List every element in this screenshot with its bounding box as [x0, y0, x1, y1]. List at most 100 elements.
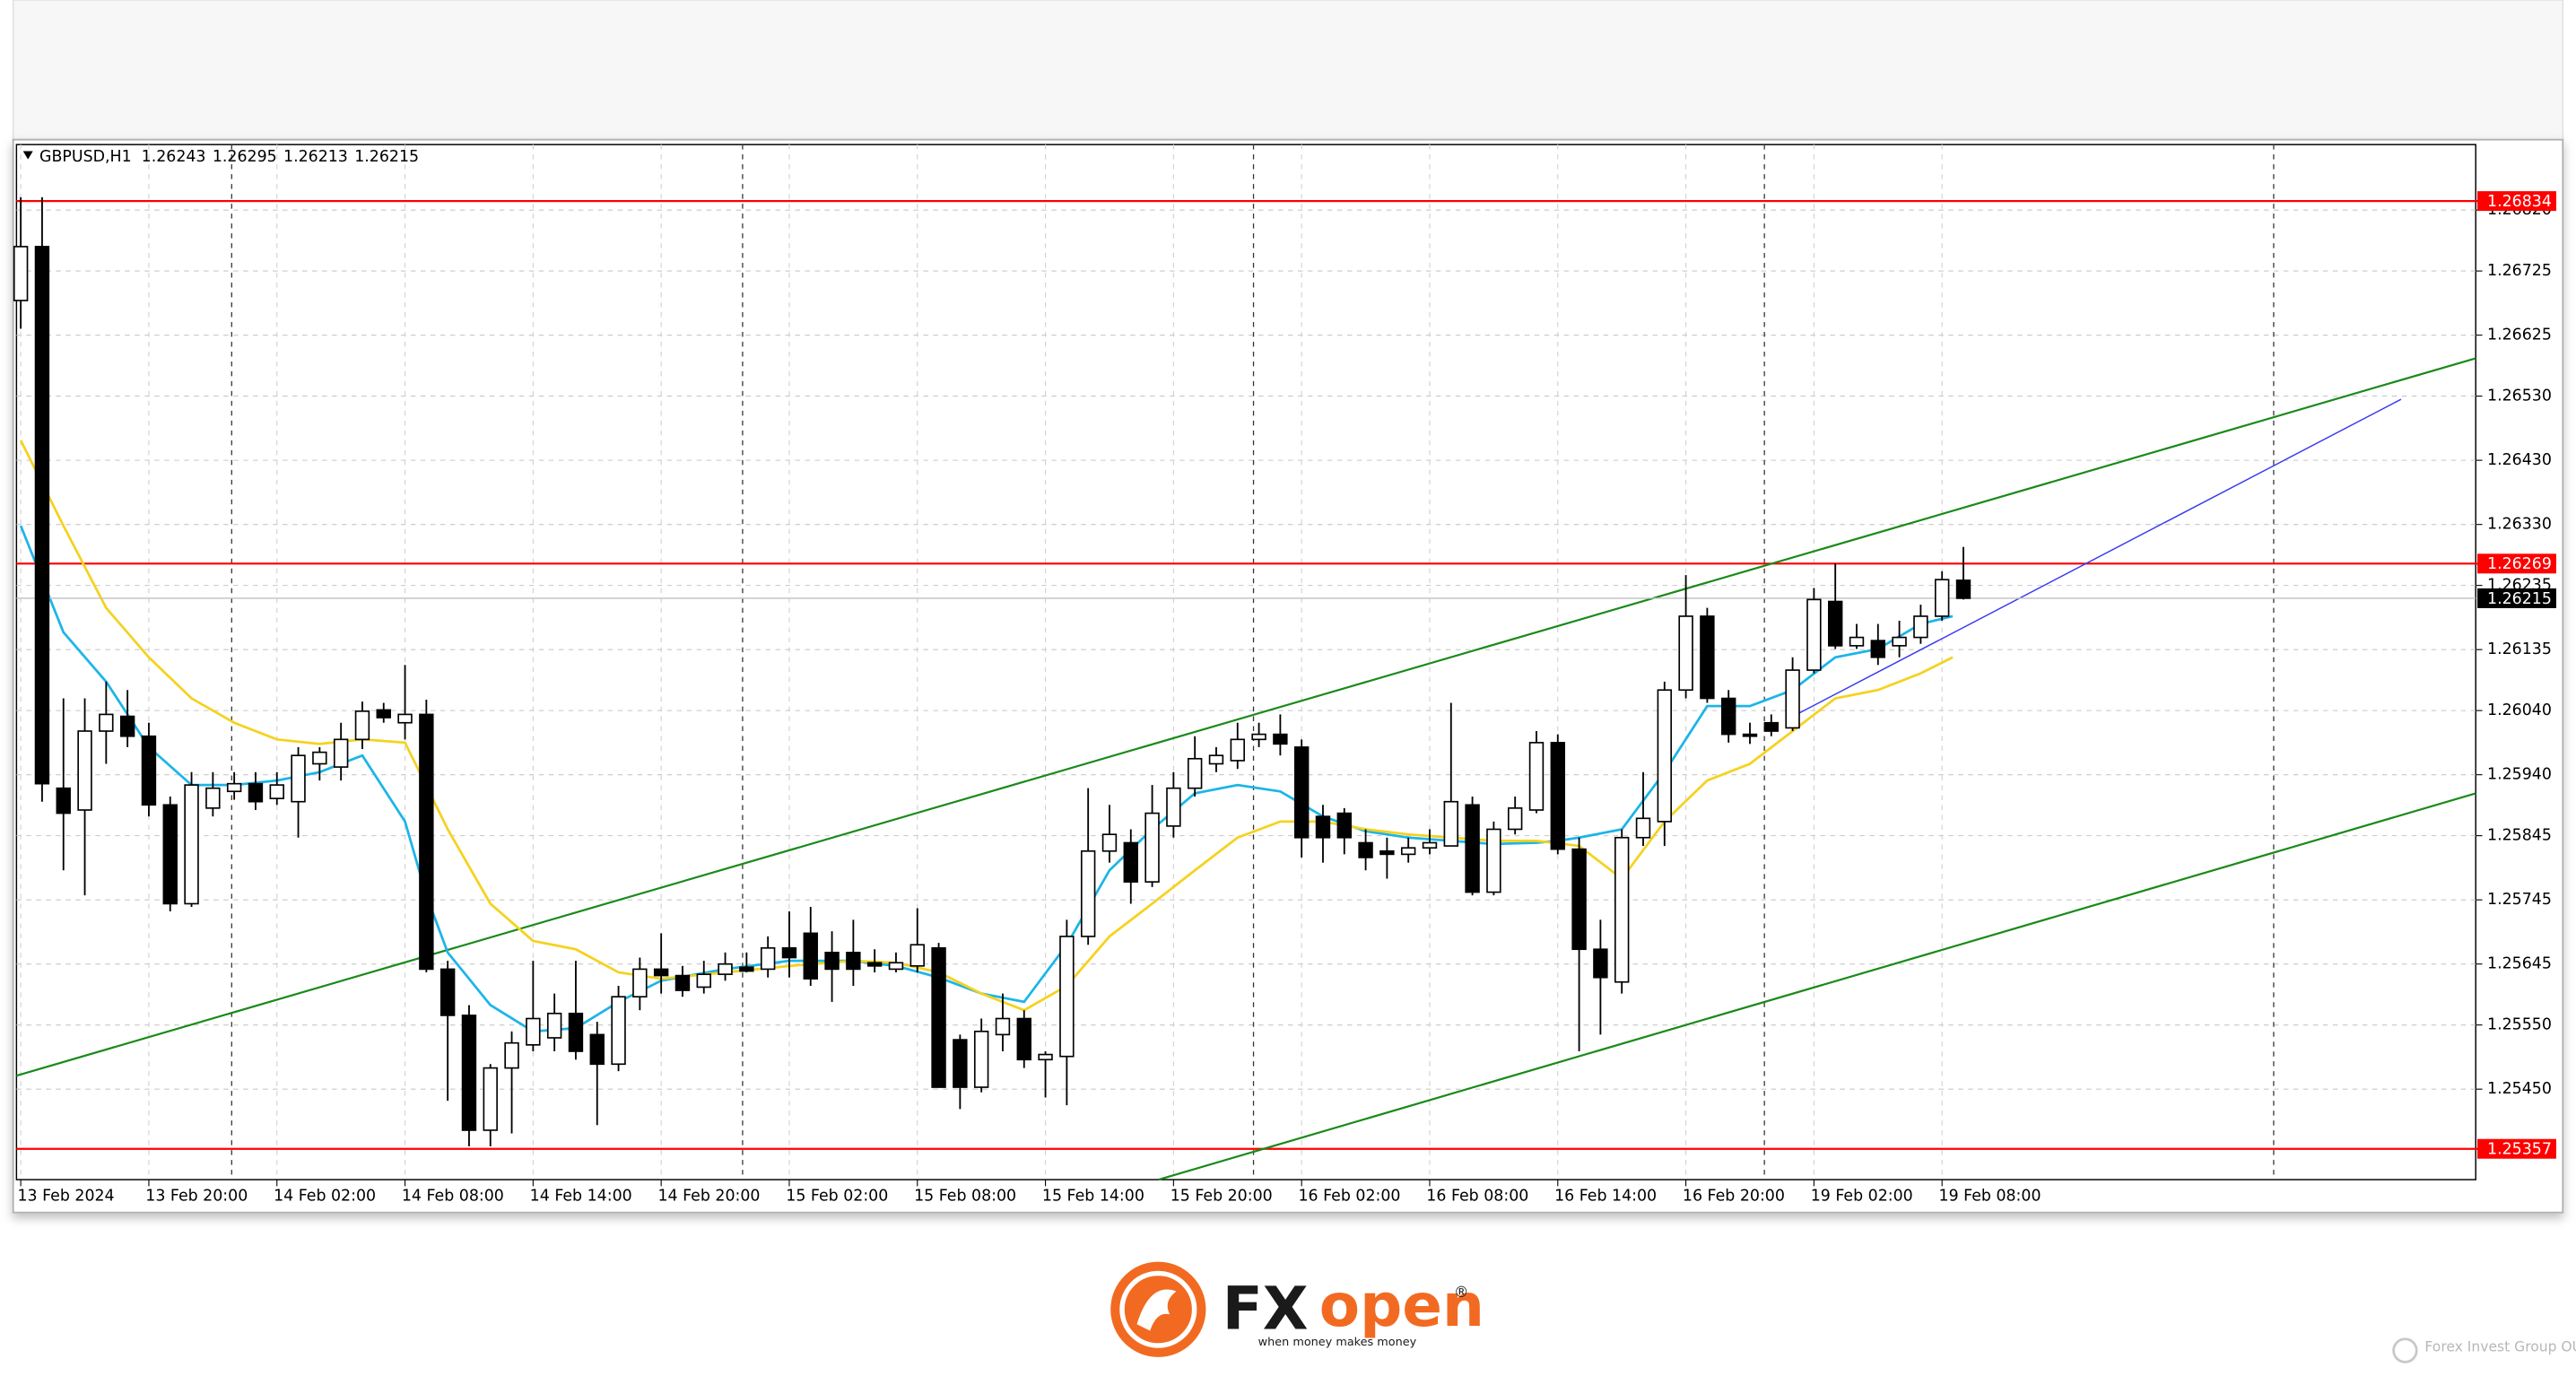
y-tick-label: 1.26135: [2487, 640, 2552, 658]
y-tick-label: 1.26725: [2487, 262, 2552, 280]
candle-body: [1934, 579, 1950, 617]
candle-body: [13, 246, 29, 301]
candle-body: [995, 1017, 1011, 1036]
last-price-label: 1.26215: [2487, 590, 2552, 608]
x-tick-label: 15 Feb 02:00: [786, 1187, 888, 1205]
level-label-box: [2477, 1138, 2556, 1159]
candle-body: [1315, 815, 1331, 839]
candle-body: [333, 738, 349, 768]
logo-registered: ®: [1454, 1284, 1468, 1301]
chart-header: GBPUSD,H1 1.26243 1.26295 1.26213 1.26215: [22, 148, 419, 166]
x-tick-label: 16 Feb 20:00: [1683, 1187, 1785, 1205]
candle-body: [1614, 836, 1630, 983]
y-tick-label: 1.25940: [2487, 766, 2552, 784]
level-label: 1.25357: [2487, 1141, 2552, 1159]
candle-body: [1336, 812, 1352, 839]
candle-body: [526, 1017, 541, 1046]
y-tick-label: 1.26330: [2487, 516, 2552, 534]
y-tick-label: 1.25845: [2487, 827, 2552, 845]
y-tick-label: 1.26040: [2487, 701, 2552, 719]
trendline: [1158, 792, 2476, 1181]
candle-body: [1273, 733, 1288, 745]
candle-body: [1635, 817, 1651, 839]
candle-body: [1230, 738, 1245, 762]
candle-body: [718, 963, 733, 975]
candle-body: [1038, 1053, 1053, 1061]
candle-body: [1720, 697, 1736, 736]
y-tick-label: 1.26530: [2487, 388, 2552, 405]
footer-text: Forex Invest Group OU: [2424, 1338, 2576, 1355]
candle-body: [504, 1041, 519, 1069]
x-tick-label: 16 Feb 02:00: [1299, 1187, 1401, 1205]
candle-body: [99, 713, 114, 732]
candle-body: [1849, 636, 1865, 647]
last-price-box: [2477, 588, 2556, 608]
candle-body: [1528, 742, 1545, 811]
x-tick-label: 13 Feb 2024: [17, 1187, 114, 1205]
candle-body: [546, 1012, 562, 1039]
candle-body: [953, 1039, 968, 1088]
candle-body: [248, 782, 264, 803]
candle-body: [888, 962, 904, 971]
x-tick-label: 14 Feb 02:00: [274, 1187, 376, 1205]
candle-body: [1763, 721, 1779, 732]
candle-body: [1187, 757, 1203, 789]
candle-body: [803, 932, 818, 980]
x-tick-label: 14 Feb 14:00: [530, 1187, 632, 1205]
candle-body: [1742, 733, 1758, 737]
candle-body: [354, 710, 370, 741]
candle-body: [1379, 849, 1395, 856]
candle-body: [1700, 615, 1715, 700]
trendline: [1789, 398, 2402, 719]
candle-body: [1678, 615, 1693, 692]
header-close: 1.26215: [354, 148, 419, 166]
y-tick-label: 1.25550: [2487, 1016, 2552, 1034]
logo-tagline: when money makes money: [1258, 1336, 1417, 1349]
level-label: 1.26834: [2487, 193, 2552, 211]
x-tick-label: 13 Feb 20:00: [145, 1187, 248, 1205]
level-label: 1.26269: [2487, 555, 2552, 573]
candle-body: [1400, 847, 1416, 856]
candle-body: [34, 246, 50, 785]
y-tick-label: 1.25645: [2487, 955, 2552, 973]
x-tick-label: 19 Feb 02:00: [1811, 1187, 1913, 1205]
candle-body: [739, 966, 754, 972]
level-label-box: [2477, 191, 2556, 212]
x-tick-label: 15 Feb 14:00: [1042, 1187, 1144, 1205]
candle-body: [866, 962, 883, 967]
candle-body: [696, 973, 711, 989]
footer-icon: [2392, 1337, 2418, 1363]
candle-body: [1806, 598, 1822, 671]
candle-body: [461, 1015, 477, 1131]
candle-body: [439, 968, 456, 1016]
candle-body: [162, 804, 178, 905]
level-label-box: [2477, 553, 2556, 574]
candle-body: [376, 709, 391, 719]
candle-body: [312, 751, 327, 765]
x-tick-label: 14 Feb 08:00: [402, 1187, 504, 1205]
candle-body: [1059, 936, 1075, 1058]
plot-area: [15, 144, 2476, 1180]
axes: 1.268201.267251.266251.265301.264301.263…: [17, 191, 2556, 1205]
x-tick-label: 16 Feb 14:00: [1554, 1187, 1657, 1205]
header-high: 1.26295: [213, 148, 277, 166]
candle-body: [419, 713, 434, 971]
symbol: GBPUSD,H1: [39, 148, 132, 166]
candle-body: [1827, 600, 1843, 647]
candle-body: [483, 1067, 498, 1131]
x-tick-label: 19 Feb 08:00: [1939, 1187, 2041, 1205]
candle-body: [119, 715, 135, 737]
candle-body: [611, 996, 626, 1066]
candle-body: [1955, 579, 1971, 599]
candle-body: [909, 944, 925, 967]
logo-emblem-ring: [1119, 1270, 1197, 1348]
candle-body: [632, 968, 648, 998]
candle-body: [1550, 742, 1565, 850]
candle-body: [141, 735, 157, 806]
x-tick-label: 14 Feb 20:00: [657, 1187, 760, 1205]
candle-body: [674, 974, 691, 991]
logo-fx: FX: [1223, 1274, 1309, 1343]
y-tick-label: 1.25450: [2487, 1080, 2552, 1098]
footer: Forex Invest Group OU: [2392, 1337, 2576, 1363]
